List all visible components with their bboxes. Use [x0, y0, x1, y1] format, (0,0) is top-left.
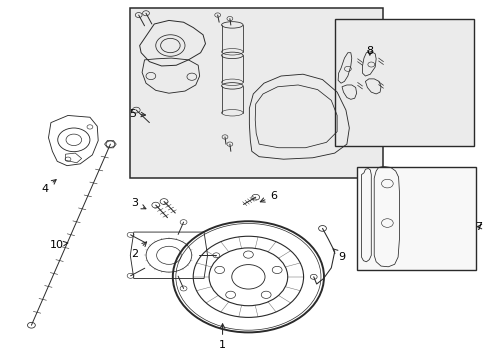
Bar [334, 19, 473, 146]
Bar [130, 8, 383, 178]
Text: 9: 9 [332, 249, 345, 262]
Text: 2: 2 [131, 242, 146, 258]
Text: 10: 10 [50, 239, 68, 249]
Text: 4: 4 [41, 180, 56, 194]
Text: 6: 6 [260, 191, 277, 202]
Text: 7: 7 [474, 222, 481, 231]
Text: 1: 1 [219, 324, 225, 350]
Text: 8: 8 [366, 46, 373, 56]
Bar [356, 167, 475, 270]
Text: 5: 5 [128, 109, 145, 119]
Text: 3: 3 [131, 198, 145, 209]
